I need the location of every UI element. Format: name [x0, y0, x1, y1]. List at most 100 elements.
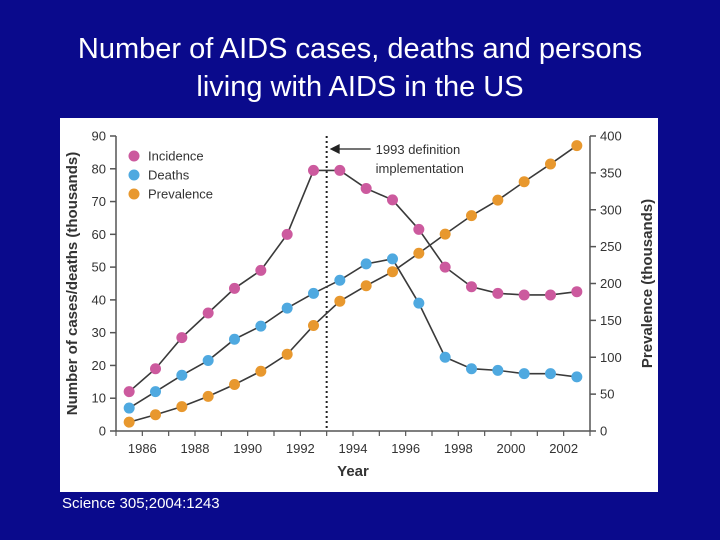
y2-tick-label: 400	[600, 129, 622, 144]
deaths-point	[308, 287, 319, 299]
incidence-series-line	[128, 169, 577, 393]
deaths-point	[387, 253, 398, 265]
deaths-legend-label: Deaths	[148, 168, 190, 183]
prevalence-point	[334, 295, 346, 307]
prevalence-legend-marker	[128, 188, 140, 200]
incidence-point	[545, 289, 556, 301]
prevalence-point	[360, 280, 372, 292]
y2-tick-label: 200	[600, 276, 622, 291]
slide-title-line2: living with AIDS in the US	[196, 71, 524, 103]
y-tick-label: 50	[92, 260, 106, 275]
annotation-arrow-head	[329, 144, 340, 154]
incidence-point	[150, 363, 161, 375]
prevalence-point	[255, 365, 267, 377]
deaths-point	[334, 274, 346, 286]
x-tick-label: 1998	[444, 441, 473, 456]
y-tick-label: 90	[92, 129, 106, 144]
x-axis-title: Year	[337, 463, 369, 480]
x-tick-label: 1992	[286, 441, 315, 456]
prevalence-point	[176, 401, 188, 413]
prevalence-point	[571, 140, 583, 152]
incidence-point	[518, 289, 530, 301]
prevalence-point	[308, 320, 319, 332]
incidence-point	[202, 307, 214, 319]
incidence-point	[229, 282, 240, 294]
x-tick-label: 1988	[181, 441, 210, 456]
prevalence-point	[150, 409, 161, 421]
deaths-point	[202, 355, 214, 367]
annotation-line2: implementation	[376, 161, 464, 176]
incidence-point	[176, 332, 188, 344]
y-tick-label: 20	[92, 358, 106, 373]
deaths-point	[255, 320, 267, 332]
deaths-point	[229, 333, 240, 345]
y2-tick-label: 150	[600, 313, 622, 328]
prevalence-point	[466, 210, 477, 222]
incidence-point	[123, 386, 135, 398]
y-tick-label: 0	[99, 424, 106, 439]
y2-tick-label: 100	[600, 350, 622, 365]
y-tick-label: 70	[92, 194, 106, 209]
incidence-point	[439, 261, 451, 273]
deaths-point	[150, 386, 161, 398]
deaths-series-line	[128, 258, 577, 409]
y-axis-title: Number of cases/deaths (thousands)	[64, 152, 81, 415]
incidence-point	[360, 182, 372, 194]
y-tick-label: 30	[92, 325, 106, 340]
incidence-point	[387, 194, 398, 206]
prevalence-point	[123, 416, 135, 428]
chart-panel: 0 10 20 30 40 50 60 70 80 90 0 50 100 150 200 250 300 350…	[60, 118, 658, 492]
incidence-legend-label: Incidence	[148, 149, 204, 164]
deaths-point	[518, 368, 530, 380]
x-tick-label: 1994	[339, 441, 368, 456]
y-tick-label: 60	[92, 227, 106, 242]
incidence-point	[308, 164, 319, 176]
x-tick-label: 2002	[549, 441, 578, 456]
incidence-point	[466, 281, 477, 293]
deaths-point	[571, 371, 583, 383]
y-tick-label: 10	[92, 391, 106, 406]
annotation-line1: 1993 definition	[376, 142, 461, 157]
y-tick-label: 40	[92, 292, 106, 307]
prevalence-point	[229, 379, 240, 391]
incidence-point	[571, 286, 583, 298]
y2-tick-label: 50	[600, 387, 614, 402]
x-tick-label: 1990	[233, 441, 262, 456]
y2-tick-label: 0	[600, 424, 607, 439]
citation: Science 305;2004:1243	[62, 495, 220, 512]
deaths-point	[439, 351, 451, 363]
deaths-point	[492, 364, 504, 376]
prevalence-point	[545, 158, 556, 170]
x-tick-label: 1996	[391, 441, 420, 456]
prevalence-point	[202, 390, 214, 402]
deaths-point	[466, 363, 477, 375]
y2-tick-label: 350	[600, 165, 622, 180]
incidence-point	[413, 223, 425, 235]
incidence-point	[334, 164, 346, 176]
incidence-point	[281, 228, 293, 240]
aids-line-chart: 0 10 20 30 40 50 60 70 80 90 0 50 100 150 200 250 300 350…	[64, 129, 656, 481]
y2-tick-label: 250	[600, 239, 622, 254]
slide-title-line1: Number of AIDS cases, deaths and persons	[77, 33, 643, 65]
y2-tick-label: 300	[600, 202, 622, 217]
prevalence-point	[387, 266, 398, 278]
deaths-legend-marker	[128, 169, 140, 181]
prevalence-point	[413, 247, 425, 259]
deaths-point	[545, 368, 556, 380]
prevalence-point	[518, 176, 530, 188]
prevalence-point	[439, 228, 451, 240]
slide-title: Number of AIDS cases, deaths and persons…	[0, 30, 720, 106]
deaths-point	[176, 369, 188, 381]
deaths-point	[281, 302, 293, 314]
deaths-point	[413, 297, 425, 309]
incidence-point	[255, 264, 267, 276]
x-tick-label: 1986	[128, 441, 157, 456]
incidence-point	[492, 287, 504, 299]
x-tick-label: 2000	[497, 441, 526, 456]
incidence-legend-marker	[128, 150, 140, 162]
y-tick-label: 80	[92, 161, 106, 176]
deaths-point	[360, 258, 372, 270]
prevalence-point	[492, 194, 504, 206]
y2-axis-title: Prevalence (thousands)	[639, 199, 656, 368]
prevalence-point	[281, 348, 293, 360]
